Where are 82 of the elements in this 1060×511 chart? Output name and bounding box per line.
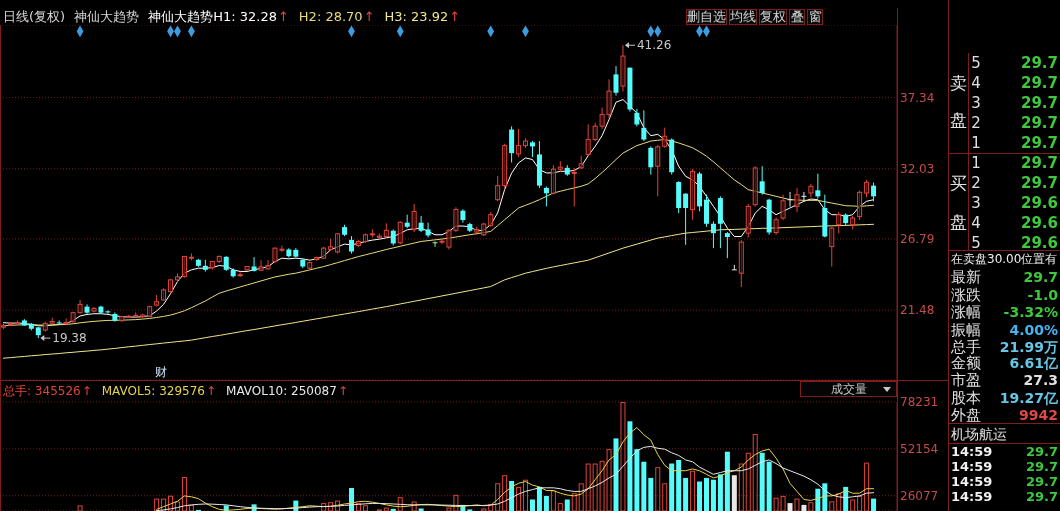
text: 神仙大趋势H1: 32.28 (148, 9, 277, 25)
text: 29.6 (1020, 194, 1058, 212)
text: 29.7 (1020, 174, 1058, 192)
text: 外盘 (951, 406, 981, 424)
text: 14:59 (951, 458, 993, 476)
text: 总手: 345526 (3, 383, 81, 399)
text: 27.3 (1023, 371, 1058, 389)
text: 2 (971, 174, 981, 192)
text: 5 (971, 234, 981, 252)
text: 14:59 (951, 473, 993, 491)
text: 均线 (729, 9, 757, 25)
text: 29.7 (1025, 473, 1058, 491)
annotation: 19.38 (52, 331, 87, 346)
text: 最新 (951, 268, 981, 286)
y-tick-label: 26.79 (900, 232, 935, 247)
text: 29.7 (1023, 268, 1058, 286)
text: 29.7 (1020, 134, 1058, 152)
y-tick-label: 37.34 (900, 90, 935, 105)
text: ↑ (277, 9, 289, 25)
text: 股本 (951, 389, 981, 407)
text: 29.7 (1025, 443, 1058, 461)
text: 29.7 (1020, 54, 1058, 72)
text: 29.7 (1020, 154, 1058, 172)
annotation: 财 (155, 365, 167, 379)
text: MAVOL5: 329576 (101, 383, 205, 399)
text: ↑ (205, 383, 217, 399)
text: 4 (971, 214, 981, 232)
text: MAVOL10: 250087 (226, 383, 337, 399)
text: -1.0 (1027, 286, 1058, 304)
text: 4.00% (1009, 321, 1058, 339)
text: 14:59 (951, 488, 993, 506)
text: 市盈 (951, 371, 981, 389)
text: 删自选 (686, 9, 727, 25)
text: 29.6 (1020, 234, 1058, 252)
text: 在卖盘30.00位置有 (951, 251, 1058, 268)
text: 14:59 (951, 443, 993, 461)
text: 窗 (807, 9, 823, 25)
text: -3.32% (1003, 303, 1058, 321)
text: 涨跌 (951, 286, 981, 304)
text: 卖 (949, 73, 967, 93)
text: 29.7 (1020, 94, 1058, 112)
annotation: 41.26 (636, 38, 672, 53)
text: 3 (971, 194, 981, 212)
text: 叠 (789, 9, 805, 25)
text: 9942 (1019, 406, 1058, 424)
text: 29.7 (1020, 74, 1058, 92)
text: 振幅 (951, 321, 981, 339)
text: 3 (971, 94, 981, 112)
text: 盘 (949, 212, 967, 232)
text: 机场航运 (951, 425, 1007, 443)
y-tick-label: 32.03 (900, 162, 935, 177)
text: 买 (949, 173, 967, 193)
text: ↑ (337, 383, 348, 399)
text: 5 (971, 54, 981, 72)
text: 29.7 (1025, 488, 1058, 506)
text: 成交量 (831, 382, 867, 396)
text: 4 (971, 74, 981, 92)
text: 总手 (951, 338, 981, 356)
text: 29.7 (1020, 114, 1058, 132)
text: ↑ (449, 9, 461, 25)
text: 21.99万 (999, 338, 1058, 356)
text: 金额 (951, 354, 981, 372)
text: H2: 28.70 (298, 9, 363, 25)
chart-title: 日线(复权) (3, 9, 66, 25)
text: 29.7 (1025, 458, 1058, 476)
text: 盘 (949, 110, 967, 130)
chart-subtitle: 神仙大趋势 (74, 9, 140, 25)
text: 19.27亿 (999, 389, 1058, 407)
y-tick-label: 21.48 (900, 303, 935, 318)
text: 2 (971, 114, 981, 132)
text: H3: 23.92 (384, 9, 449, 25)
text: 涨幅 (951, 303, 981, 321)
y-tick-label: 26077 (900, 489, 939, 504)
text: ↑ (363, 9, 375, 25)
y-tick-label: 52154 (900, 442, 939, 457)
text: ↑ (81, 383, 92, 399)
text: 1 (971, 154, 981, 172)
text: 复权 (759, 9, 787, 25)
y-tick-label: 78231 (900, 395, 939, 410)
text: 1 (971, 134, 981, 152)
text: 29.6 (1020, 214, 1058, 232)
text: 6.61亿 (1009, 355, 1058, 372)
